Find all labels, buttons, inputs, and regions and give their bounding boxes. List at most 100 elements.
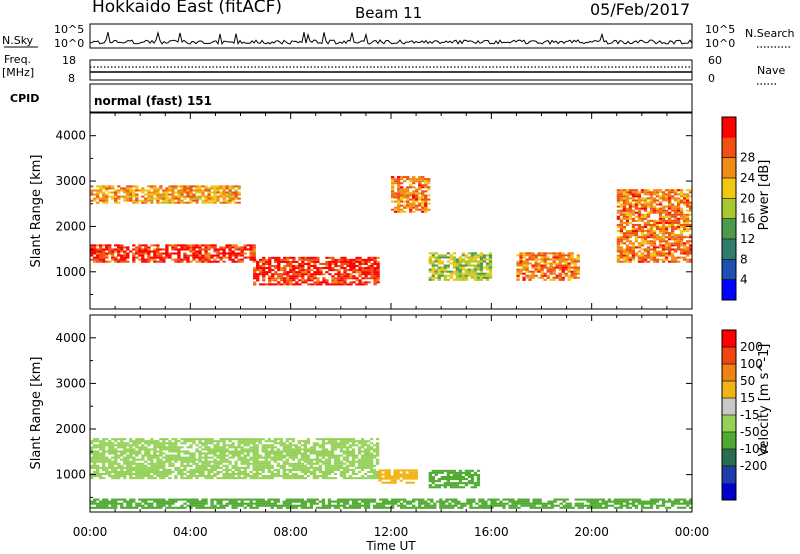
echo-cell [342,438,347,441]
echo-cell [252,244,256,247]
echo-cell [421,500,425,503]
echo-cell [219,506,223,509]
echo-cell [177,450,181,453]
echo-cell [412,178,416,181]
echo-cell [333,460,338,463]
echo-cell [461,475,466,479]
echo-cell [357,460,362,463]
echo-cell [360,466,365,469]
echo-cell [126,260,130,263]
echo-cell [324,450,329,453]
echo-cell [364,267,368,270]
echo-cell [111,506,115,509]
echo-cell [231,199,235,202]
echo-cell [421,210,425,213]
echo-cell [277,267,281,270]
echo-cell [502,504,506,507]
echo-cell [195,477,199,480]
echo-cell [331,260,335,263]
echo-cell [231,252,235,255]
echo-cell [189,187,193,190]
echo-cell [298,283,302,286]
echo-cell [144,466,148,469]
echo-cell [685,258,690,261]
echo-cell [658,238,663,241]
echo-cell [619,232,624,235]
echo-cell [168,450,172,453]
echo-cell [673,197,678,200]
echo-cell [177,260,181,263]
echo-cell [268,271,272,274]
echo-cell [328,264,332,268]
echo-cell [135,250,139,253]
echo-cell [289,275,293,278]
echo-cell [673,205,678,208]
echo-cell [334,277,338,280]
echo-cell [454,502,458,505]
echo-cell [168,500,172,503]
echo-cell [252,448,256,451]
echo-cell [433,506,437,509]
echo-cell [201,500,205,503]
echo-cell [525,264,529,267]
echo-cell [552,258,556,261]
echo-cell [141,258,145,261]
echo-cell [162,456,166,459]
echo-cell [658,252,663,255]
echo-cell [664,215,669,218]
echo-cell [431,274,435,277]
echo-cell [258,502,262,505]
echo-cell [105,254,109,257]
echo-cell [628,189,633,192]
echo-cell [428,260,432,263]
echo-cell [297,452,301,455]
echo-cell [288,500,292,503]
echo-cell [201,470,205,474]
echo-cell [327,458,332,461]
echo-cell [384,475,388,478]
echo-cell [673,209,678,212]
echo-cell [428,480,432,483]
echo-cell [216,250,220,253]
echo-cell [213,246,217,249]
echo-cell [409,194,413,197]
echo-cell [216,187,220,190]
echo-cell [339,473,344,476]
echo-cell [135,185,139,188]
echo-cell [464,473,469,476]
echo-cell [253,258,257,261]
echo-cell [228,450,232,453]
echo-cell [402,469,406,472]
echo-cell [153,197,157,200]
echo-cell [598,498,602,501]
echo-cell [156,193,160,196]
echo-cell [431,262,435,265]
echo-cell [153,244,157,247]
echo-cell [342,452,347,455]
echo-cell [652,189,657,192]
echo-cell [570,252,574,255]
echo-cell [156,250,160,253]
echo-cell [387,469,391,472]
echo-cell [201,254,205,257]
echo-cell [288,442,292,445]
echo-cell [616,230,621,233]
echo-cell [427,182,431,185]
echo-cell [159,254,163,257]
echo-cell [195,191,199,194]
echo-cell [496,498,500,501]
echo-cell [156,256,160,259]
echo-cell [123,477,127,480]
echo-cell [343,273,347,276]
echo-cell [556,504,560,507]
echo-cell [177,252,181,255]
echo-cell [210,187,214,190]
echo-cell [345,450,350,453]
echo-cell [259,271,263,274]
echo-cell [649,502,654,505]
echo-cell [90,452,94,455]
echo-cell [541,506,545,509]
echo-cell [667,219,672,222]
echo-cell [658,250,663,253]
echo-cell [342,444,347,447]
